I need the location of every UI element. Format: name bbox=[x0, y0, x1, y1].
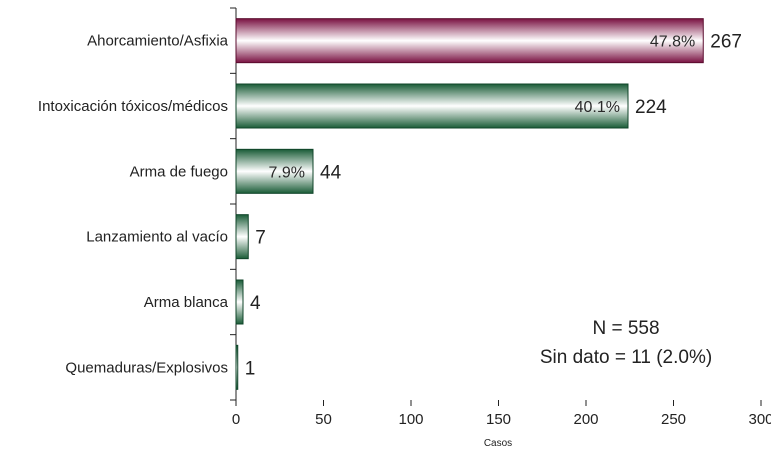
x-axis-label: Casos bbox=[484, 438, 512, 449]
category-label: Lanzamiento al vacío bbox=[86, 229, 228, 246]
percent-label: 47.8% bbox=[650, 34, 695, 51]
labels: Ahorcamiento/Asfixia 267 47.8% Intoxicación… bbox=[38, 32, 742, 380]
category-label: Ahorcamiento/Asfixia bbox=[87, 33, 229, 50]
x-tick-label: 100 bbox=[398, 411, 423, 428]
bar bbox=[235, 18, 704, 64]
category-label: Arma blanca bbox=[144, 294, 229, 311]
value-label: 44 bbox=[320, 162, 342, 183]
x-tick-label: 0 bbox=[232, 411, 240, 428]
annotation-sin-dato: Sin dato = 11 (2.0%) bbox=[540, 347, 712, 368]
x-tick-label: 150 bbox=[486, 411, 511, 428]
category-label: Arma de fuego bbox=[130, 163, 228, 180]
bar bbox=[235, 279, 244, 325]
axes: 0 50 100 150 200 250 300 bbox=[230, 7, 771, 428]
category-label: Quemaduras/Explosivos bbox=[65, 359, 228, 376]
value-label: 7 bbox=[255, 228, 266, 249]
annotation-n: N = 558 bbox=[592, 318, 659, 339]
bar bbox=[235, 83, 629, 129]
bar bbox=[235, 344, 239, 390]
percent-label: 40.1% bbox=[575, 99, 620, 116]
x-tick-label: 300 bbox=[748, 411, 771, 428]
bars bbox=[235, 18, 704, 390]
value-label: 4 bbox=[250, 293, 261, 314]
x-tick-label: 50 bbox=[315, 411, 332, 428]
x-tick-label: 200 bbox=[573, 411, 598, 428]
bar bbox=[235, 214, 249, 260]
value-label: 224 bbox=[635, 97, 667, 118]
percent-label: 7.9% bbox=[269, 164, 305, 181]
value-label: 1 bbox=[245, 358, 256, 379]
bar bbox=[235, 148, 314, 194]
value-label: 267 bbox=[710, 32, 742, 53]
category-label: Intoxicación tóxicos/médicos bbox=[38, 98, 228, 115]
x-tick-label: 250 bbox=[661, 411, 686, 428]
